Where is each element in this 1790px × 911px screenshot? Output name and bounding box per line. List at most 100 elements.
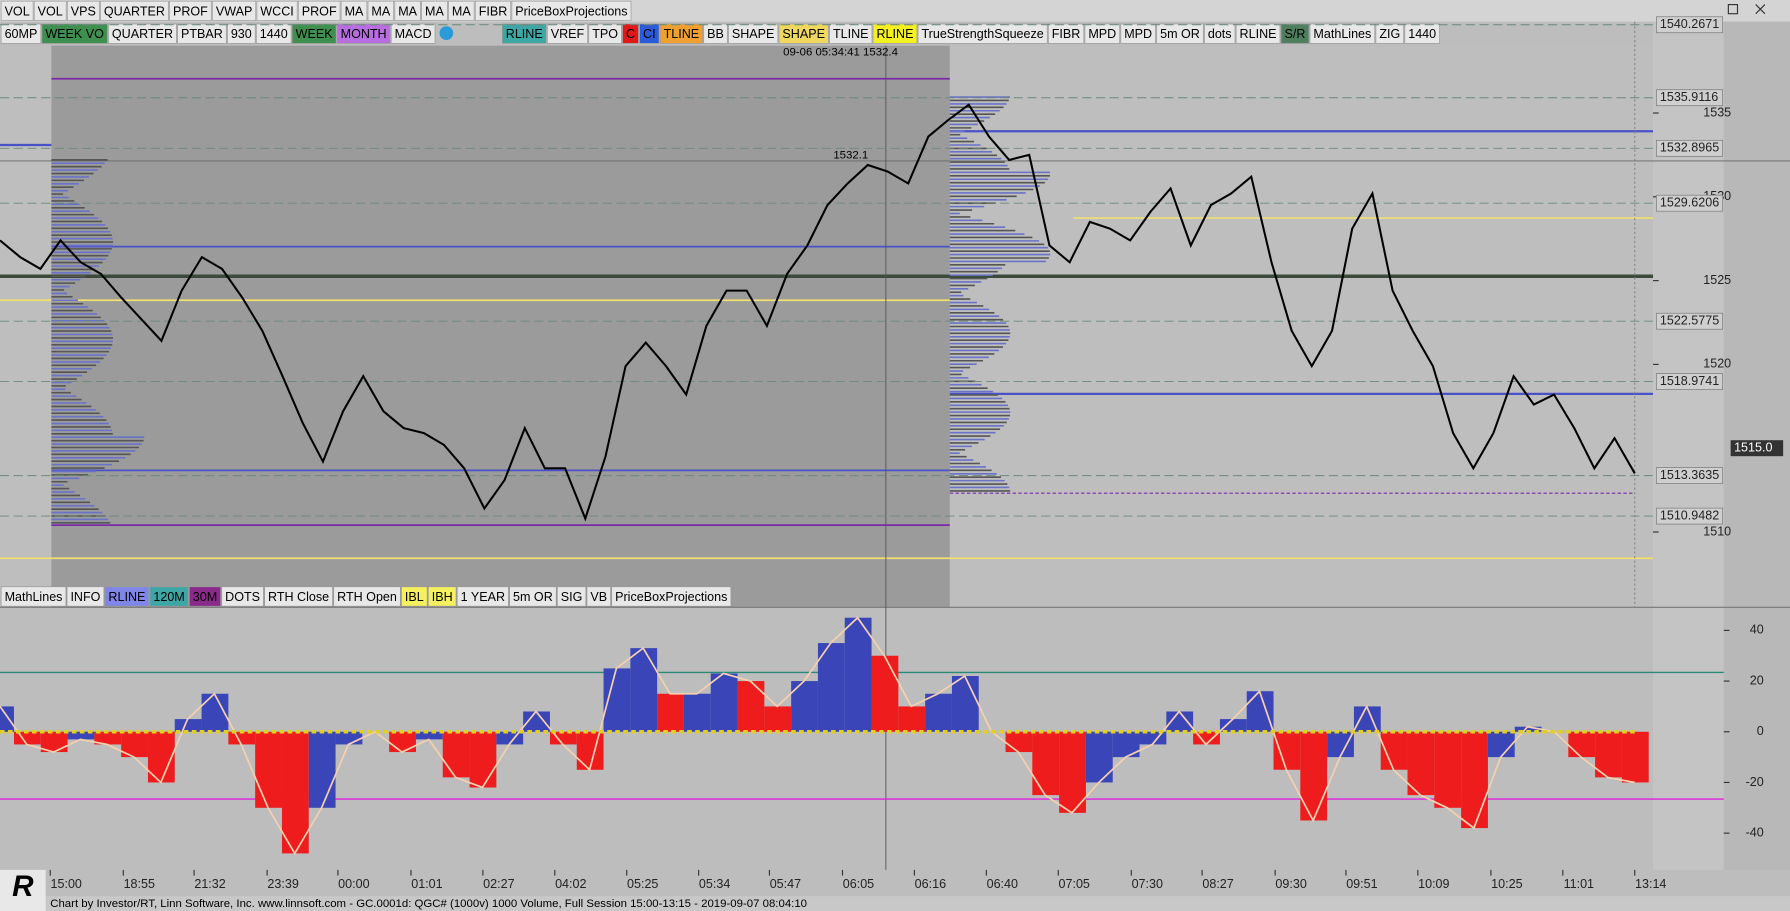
button-bg[interactable] [1120,23,1156,44]
button-bg[interactable] [0,23,42,44]
toolbar-button[interactable]: MathLines [0,586,67,607]
button-label[interactable]: MONTH [341,27,387,41]
toolbar-button[interactable]: MACD [390,23,436,44]
button-label[interactable]: DOTS [225,590,260,604]
button-bg[interactable] [474,0,512,21]
button-bg[interactable] [427,586,457,607]
toolbar-button[interactable]: MPD [1120,23,1156,44]
button-bg[interactable] [33,0,67,21]
button-bg[interactable] [639,23,660,44]
toolbar-button[interactable]: 5m OR [1156,23,1204,44]
toolbar-button[interactable]: 30M [188,586,221,607]
button-bg[interactable] [1235,23,1281,44]
refresh-icon[interactable] [439,26,454,40]
button-bg[interactable] [421,0,448,21]
toolbar-button[interactable]: WCCI [256,0,298,21]
button-label[interactable]: VWAP [216,4,252,18]
button-bg[interactable] [1047,23,1085,44]
button-bg[interactable] [456,586,509,607]
button-label[interactable]: SHAPE [732,27,775,41]
button-bg[interactable] [66,586,105,607]
toolbar-button[interactable]: RLINE [1235,23,1281,44]
toolbar-button[interactable]: BB [703,23,728,44]
button-bg[interactable] [546,23,588,44]
button-label[interactable]: VOL [38,4,63,18]
toolbar-button[interactable]: RTH Open [333,586,401,607]
toolbar-button[interactable]: 120M [149,586,189,607]
button-label[interactable]: FIBR [1052,27,1081,41]
button-bg[interactable] [212,0,257,21]
button-bg[interactable] [1280,23,1310,44]
toolbar-button[interactable]: TrueStrengthSqueeze [917,23,1048,44]
button-label[interactable]: 1440 [260,27,288,41]
toolbar-button[interactable]: PriceBoxProjections [511,0,632,21]
toolbar-button[interactable]: TLINE [829,23,873,44]
toolbar-button[interactable]: SHAPE [728,23,779,44]
button-label[interactable]: RLINE [108,590,145,604]
button-label[interactable]: WCCI [260,4,293,18]
toolbar-button[interactable]: IBH [427,586,457,607]
button-bg[interactable] [1156,23,1204,44]
button-label[interactable]: 5m OR [513,590,553,604]
button-label[interactable]: C [626,27,635,41]
button-label[interactable]: IBH [432,590,453,604]
button-label[interactable]: RTH Open [337,590,397,604]
button-bg[interactable] [611,586,732,607]
button-label[interactable]: INFO [70,590,100,604]
toolbar-button[interactable]: TPO [588,23,622,44]
button-bg[interactable] [169,0,212,21]
toolbar-button[interactable]: 930 [227,23,256,44]
toolbar-button[interactable]: FIBR [1047,23,1085,44]
button-label[interactable]: TrueStrengthSqueeze [921,27,1043,41]
button-bg[interactable] [221,586,264,607]
button-bg[interactable] [264,586,333,607]
toolbar-button[interactable]: RLINE [104,586,150,607]
button-bg[interactable] [108,23,177,44]
button-bg[interactable] [0,0,34,21]
button-label[interactable]: 1 YEAR [461,590,505,604]
button-bg[interactable] [917,23,1048,44]
toolbar-button[interactable]: 1 YEAR [456,586,509,607]
toolbar-button[interactable]: VWAP [212,0,257,21]
button-bg[interactable] [1404,23,1440,44]
button-label[interactable]: MA [398,4,417,18]
button-label[interactable]: VPS [71,4,96,18]
window-controls[interactable] [1727,4,1766,15]
button-bg[interactable] [336,23,391,44]
toolbar-button[interactable]: QUARTER [100,0,169,21]
button-label[interactable]: 930 [231,27,252,41]
button-label[interactable]: TLINE [664,27,700,41]
toolbar-button[interactable]: C [622,23,639,44]
button-bg[interactable] [100,0,169,21]
toolbar-button[interactable]: MPD [1084,23,1121,44]
toolbar-button[interactable]: MA [367,0,395,21]
toolbar-button[interactable]: RLINE [872,23,918,44]
button-label[interactable]: SHAPE [782,27,825,41]
toolbar-button[interactable]: WEEK VO [41,23,108,44]
toolbar-button[interactable]: VB [586,586,611,607]
button-bg[interactable] [1375,23,1405,44]
toolbar-button[interactable]: MA [421,0,448,21]
toolbar-button[interactable]: QUARTER [108,23,177,44]
button-label[interactable]: MA [425,4,444,18]
button-bg[interactable] [291,23,337,44]
button-bg[interactable] [872,23,918,44]
button-label[interactable]: WEEK VO [45,27,104,41]
toolbar-button[interactable]: ZIG [1375,23,1405,44]
button-bg[interactable] [177,23,227,44]
toolbar-button[interactable]: MA [340,0,368,21]
toolbar-button[interactable]: PTBAR [177,23,227,44]
toolbar-button[interactable]: RTH Close [264,586,333,607]
button-bg[interactable] [778,23,829,44]
toolbar-button[interactable]: MA [448,0,475,21]
button-label[interactable]: MathLines [5,590,63,604]
button-bg[interactable] [256,23,292,44]
toolbar-button[interactable]: dots [1204,23,1236,44]
toolbar-button[interactable]: PROF [297,0,341,21]
button-bg[interactable] [104,586,150,607]
button-bg[interactable] [511,0,632,21]
button-label[interactable]: TPO [592,27,618,41]
button-bg[interactable] [1309,23,1376,44]
button-bg[interactable] [394,0,421,21]
button-label[interactable]: RTH Close [268,590,329,604]
